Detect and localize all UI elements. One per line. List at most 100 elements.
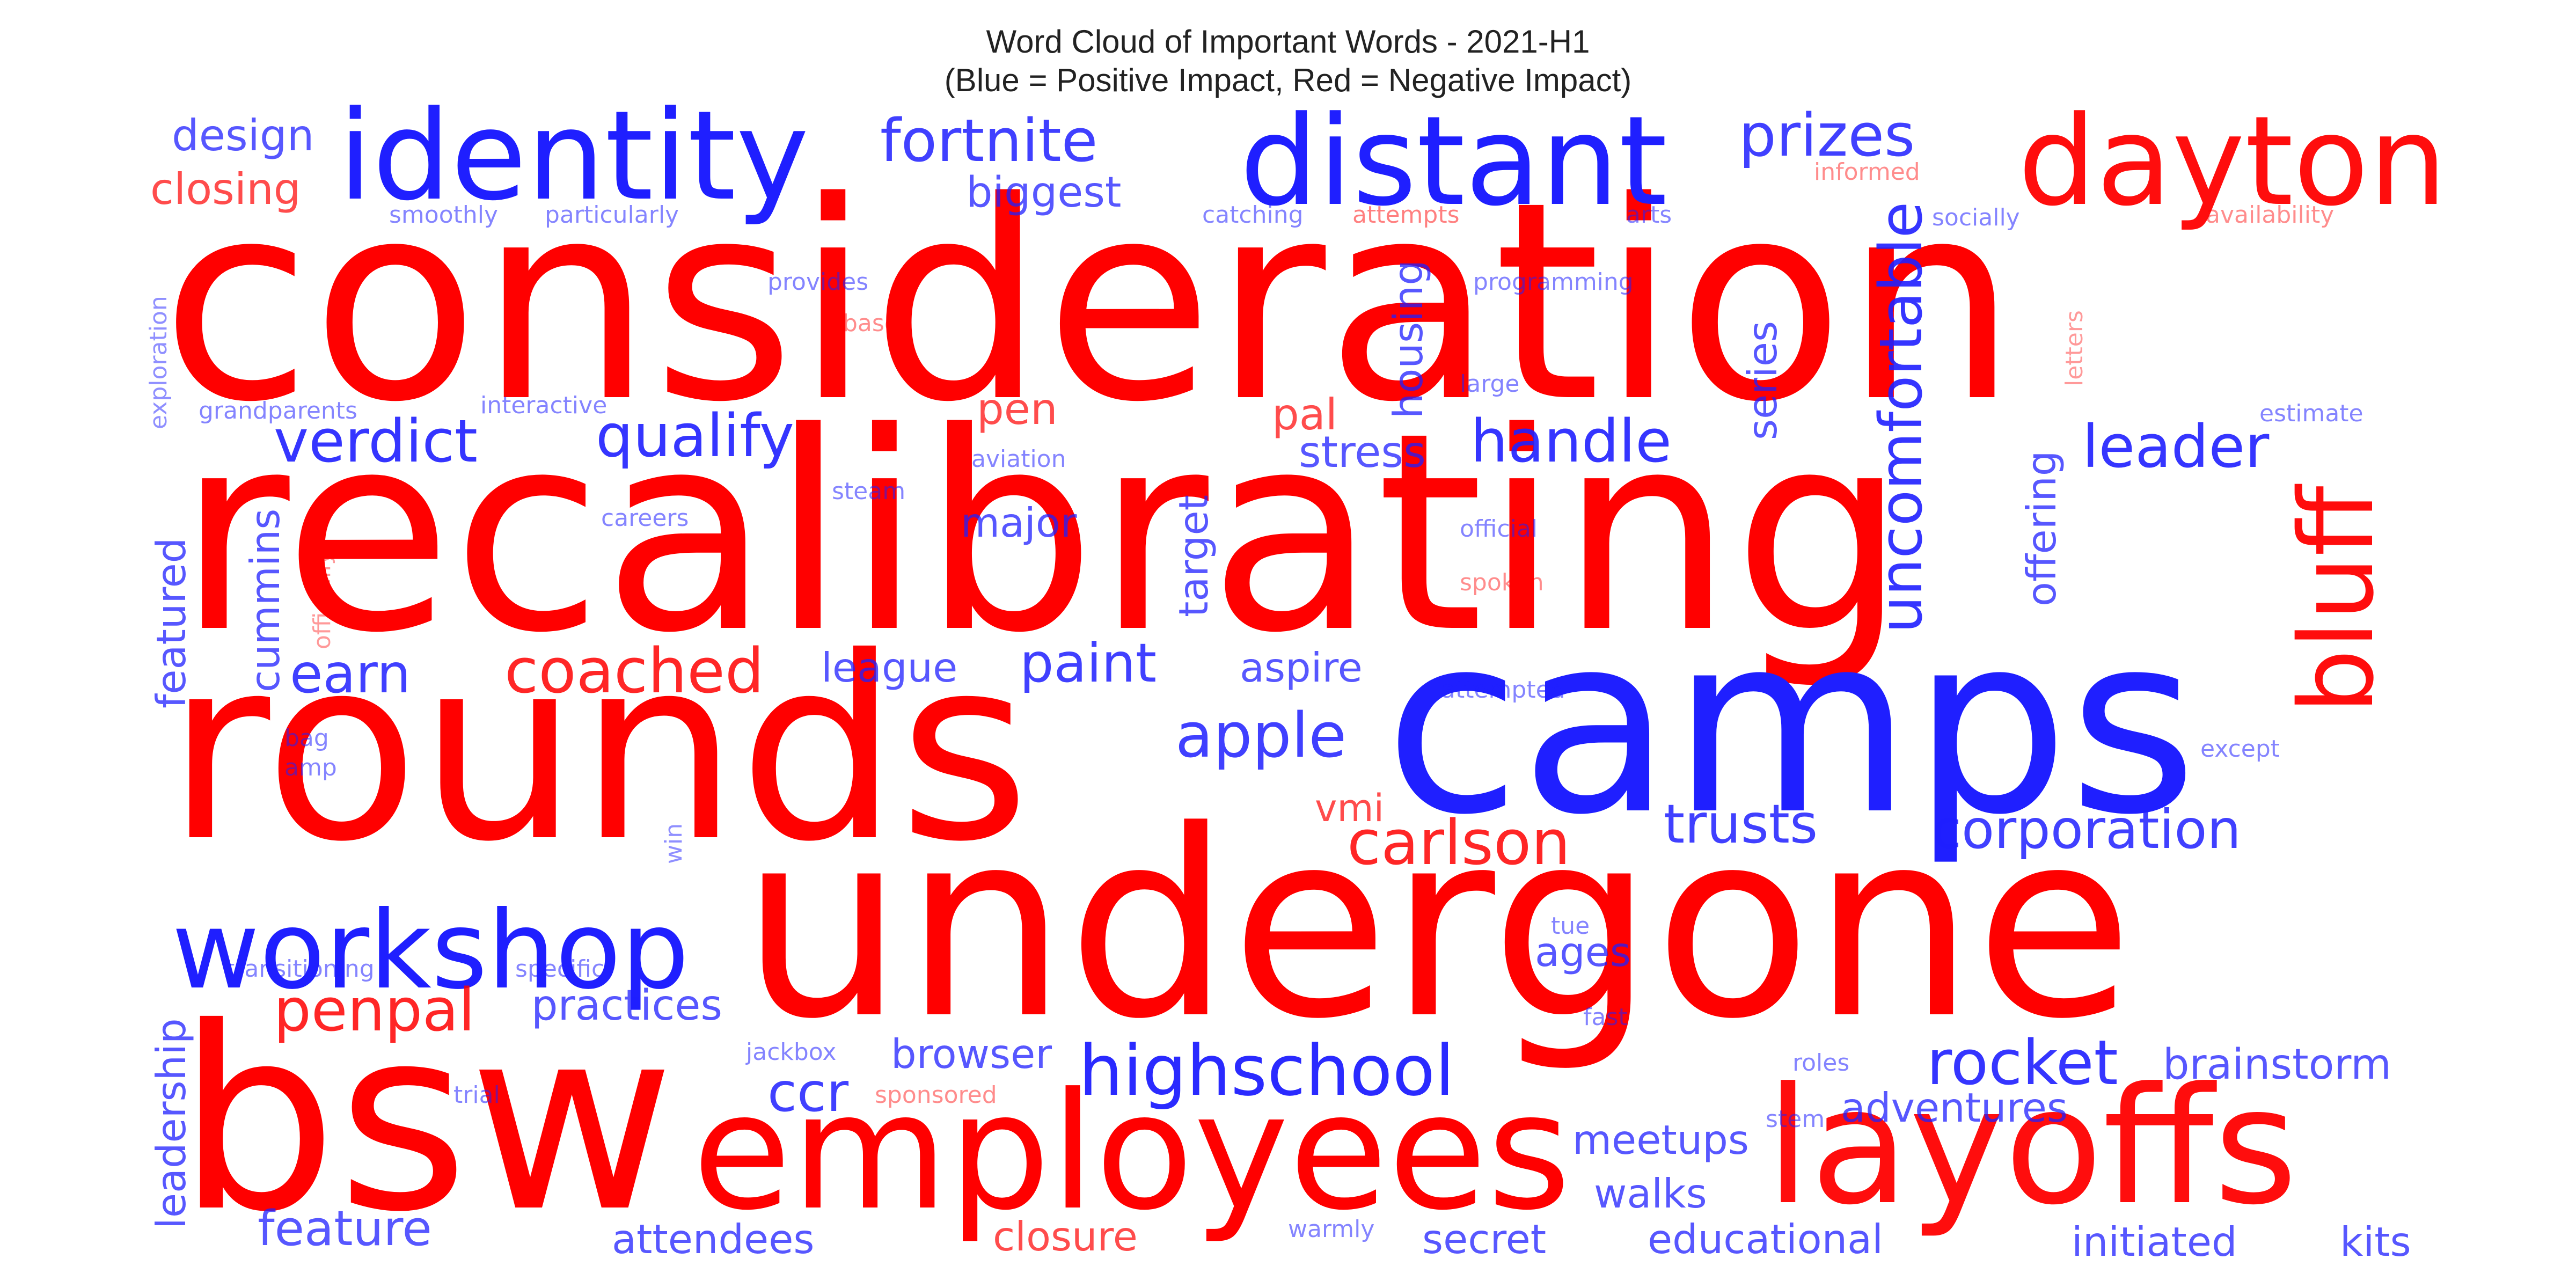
word-aviation: aviation [971, 445, 1066, 473]
word-kits: kits [2340, 1218, 2411, 1265]
word-trusts: trusts [1664, 793, 1818, 855]
word-careers: careers [601, 504, 689, 532]
word-estimate: estimate [2259, 400, 2363, 427]
word-stress: stress [1299, 427, 1426, 477]
word-layoffs: layoffs [1766, 1053, 2297, 1240]
word-provides: provides [767, 268, 868, 296]
word-particularly: particularly [545, 201, 679, 229]
word-exploration: exploration [145, 296, 172, 429]
word-fortnite: fortnite [880, 106, 1097, 175]
word-target: target [1170, 495, 1217, 617]
word-handle: handle [1470, 407, 1672, 475]
word-adventures: adventures [1841, 1084, 2068, 1131]
word-bluff: bluff [2278, 484, 2396, 714]
figure-subtitle: (Blue = Positive Impact, Red = Negative … [944, 62, 1632, 98]
word-interactive: interactive [480, 392, 607, 419]
word-consideration: consideration [161, 144, 2018, 462]
word-league: league [821, 644, 957, 691]
word-tue: tue [1551, 912, 1590, 940]
word-workshop: workshop [172, 888, 689, 1013]
word-cummins: cummins [241, 509, 289, 692]
word-except: except [2200, 735, 2280, 763]
word-rounds: rounds [166, 603, 1030, 897]
word-apple: apple [1175, 700, 1346, 772]
word-brainstorm: brainstorm [2163, 1041, 2391, 1089]
word-secret: secret [1422, 1216, 1546, 1263]
word-vmi: vmi [1315, 786, 1384, 830]
word-letters: letters [2061, 310, 2088, 386]
word-ages: ages [1535, 928, 1631, 976]
word-employees: employees [692, 1058, 1571, 1246]
word-informed: informed [1814, 158, 1920, 186]
word-recalibrating: recalibrating [177, 375, 1907, 693]
word-prizes: prizes [1739, 101, 1915, 170]
word-feature: feature [258, 1201, 432, 1257]
word-highschool: highschool [1079, 1030, 1454, 1111]
word-penpal: penpal [274, 976, 475, 1044]
word-closing: closing [150, 164, 301, 214]
word-win: win [660, 823, 687, 864]
word-programming: programming [1473, 268, 1634, 296]
word-amp: amp [284, 754, 337, 781]
word-aspire: aspire [1240, 644, 1363, 691]
word-leader: leader [2082, 412, 2270, 481]
word-specific: specific [515, 955, 604, 983]
word-spoken: spoken [1460, 569, 1544, 596]
word-leadership: leadership [148, 1018, 195, 1229]
word-walks: walks [1594, 1170, 1707, 1217]
word-official: official [1460, 515, 1538, 543]
word-series: series [1739, 321, 1786, 440]
word-arts: arts [1626, 201, 1672, 229]
word-coached: coached [504, 635, 764, 707]
word-verdict: verdict [274, 407, 478, 475]
word-attempts: attempts [1352, 201, 1460, 229]
word-qualify: qualify [596, 401, 794, 470]
word-transitioning: transitioning [225, 955, 375, 983]
word-jackbox: jackbox [745, 1038, 836, 1066]
word-identity: identity [338, 85, 809, 228]
word-earn: earn [290, 642, 411, 705]
word-biggest: biggest [966, 169, 1121, 217]
word-grandparents: grandparents [199, 397, 357, 425]
word-trial: trial [453, 1081, 500, 1109]
word-smoothly: smoothly [389, 201, 498, 229]
figure-title: Word Cloud of Important Words - 2021-H1 [986, 24, 1590, 60]
word-large: large [1460, 370, 1520, 398]
word-steam: steam [832, 478, 905, 505]
word-base: base [843, 310, 899, 337]
word-bsw: bsw [177, 974, 675, 1267]
word-corporation: corporation [1932, 798, 2241, 861]
word-uncomfortable: uncomfortable [1867, 202, 1935, 633]
word-officially: officially [309, 551, 336, 649]
word-ccr: ccr [767, 1061, 849, 1124]
word-carlson: carlson [1347, 807, 1570, 879]
word-attempted: attempted [1441, 676, 1565, 704]
word-distant: distant [1240, 90, 1667, 233]
word-educational: educational [1648, 1216, 1883, 1263]
word-undergone: undergone [741, 775, 2133, 1075]
word-camps: camps [1385, 582, 2198, 869]
word-warmly: warmly [1288, 1216, 1374, 1243]
word-meetups: meetups [1572, 1116, 1749, 1163]
word-bag: bag [284, 724, 329, 752]
word-paint: paint [1020, 632, 1157, 694]
word-attendees: attendees [612, 1216, 814, 1263]
word-stem: stem [1766, 1106, 1825, 1133]
word-housing: housing [1385, 260, 1432, 419]
word-offering: offering [2018, 450, 2065, 606]
word-pal: pal [1272, 390, 1337, 440]
word-design: design [172, 111, 314, 160]
word-pen: pen [977, 384, 1058, 434]
word-closure: closure [993, 1213, 1138, 1260]
word-practices: practices [531, 982, 722, 1030]
word-rocket: rocket [1927, 1027, 2118, 1099]
word-fast: fast [1583, 1004, 1628, 1031]
word-catching: catching [1202, 201, 1304, 229]
word-dayton: dayton [2018, 90, 2447, 233]
word-availability: availability [2206, 201, 2334, 229]
word-initiated: initiated [2072, 1218, 2237, 1265]
word-sponsored: sponsored [875, 1081, 997, 1109]
word-major: major [961, 499, 1077, 546]
